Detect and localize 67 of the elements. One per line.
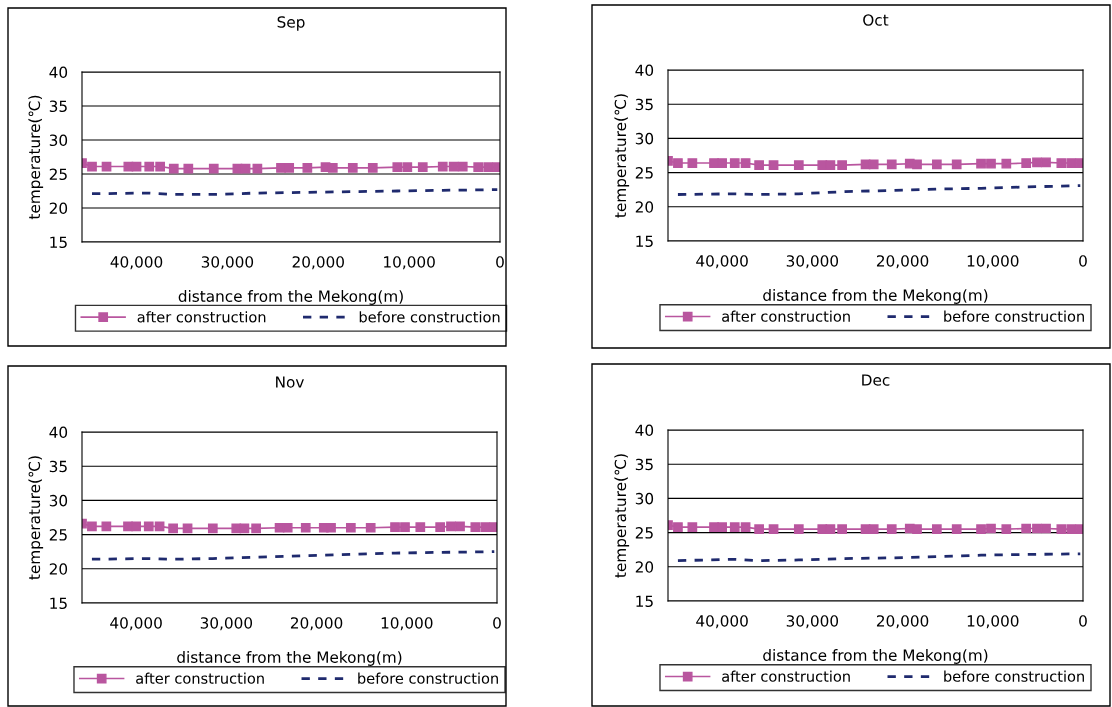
y-tick-label: 20 — [635, 561, 654, 573]
y-tick-label: 40 — [635, 64, 654, 77]
y-tick-label: 25 — [635, 527, 653, 539]
y-tick-label: 40 — [635, 424, 654, 437]
y-tick-label: 40 — [49, 426, 68, 439]
chart-title: Dec — [862, 374, 890, 386]
line-series — [90, 550, 496, 561]
y-tick-label: 20 — [635, 201, 654, 213]
y-tick-label: 20 — [49, 202, 68, 215]
legend-label: after construction — [136, 672, 264, 684]
y-tick-label: 20 — [49, 563, 68, 575]
x-tick-label: 30,000 — [201, 256, 254, 270]
y-axis-title: temperature(℃) — [28, 456, 44, 580]
y-tick-label: 35 — [635, 98, 653, 111]
chart-title: Sep — [277, 16, 305, 31]
y-tick-label: 25 — [49, 168, 67, 181]
x-tick-label: 10,000 — [381, 617, 433, 631]
x-tick-label: 20,000 — [876, 255, 929, 269]
y-tick-label: 15 — [50, 236, 67, 249]
chart-title: Nov — [276, 376, 304, 388]
line-series — [676, 184, 1082, 196]
y-tick-label: 30 — [635, 132, 654, 145]
x-axis-title: distance from the Mekong(m) — [763, 649, 988, 664]
x-tick-label: 0 — [1079, 255, 1087, 267]
x-tick-label: 40,000 — [696, 615, 748, 629]
y-tick-label: 30 — [635, 492, 654, 505]
y-axis-title: temperature(℃) — [614, 454, 630, 578]
x-tick-label: 0 — [493, 617, 501, 629]
line-series — [676, 552, 1082, 563]
y-tick-label: 35 — [635, 458, 653, 471]
y-tick-label: 30 — [49, 494, 68, 507]
y-tick-label: 35 — [49, 460, 67, 473]
legend-label: after construction — [722, 310, 850, 322]
y-tick-label: 15 — [50, 597, 67, 610]
y-tick-label: 15 — [636, 595, 653, 608]
legend-label: before construction — [359, 311, 500, 323]
y-tick-label: 25 — [635, 167, 653, 179]
legend-label: before construction — [358, 672, 498, 684]
y-tick-label: 35 — [49, 100, 67, 113]
x-tick-label: 40,000 — [110, 617, 162, 631]
legend-label: before construction — [944, 310, 1084, 322]
x-tick-label: 10,000 — [967, 255, 1019, 269]
x-tick-label: 30,000 — [786, 615, 839, 629]
y-axis-title: temperature(℃) — [614, 94, 630, 218]
x-tick-label: 30,000 — [200, 617, 253, 631]
y-tick-label: 40 — [49, 66, 68, 79]
x-tick-label: 10,000 — [384, 256, 435, 270]
legend-label: before construction — [944, 670, 1084, 682]
x-tick-label: 0 — [496, 256, 504, 268]
legend-label: after construction — [722, 670, 850, 682]
y-tick-label: 15 — [636, 235, 653, 248]
y-axis-title: temperature(℃) — [28, 95, 44, 220]
chart-title: Oct — [863, 14, 889, 26]
x-tick-label: 0 — [1079, 615, 1087, 627]
x-tick-label: 40,000 — [696, 255, 748, 269]
x-tick-label: 20,000 — [876, 615, 929, 629]
y-tick-label: 30 — [49, 134, 68, 147]
x-tick-label: 20,000 — [290, 617, 343, 631]
x-axis-title: distance from the Mekong(m) — [177, 651, 402, 666]
x-axis-title: distance from the Mekong(m) — [763, 289, 988, 304]
y-tick-label: 25 — [49, 529, 67, 541]
x-tick-label: 10,000 — [967, 615, 1019, 629]
x-tick-label: 40,000 — [110, 256, 163, 270]
x-tick-label: 30,000 — [786, 255, 839, 269]
x-axis-title: distance from the Mekong(m) — [178, 290, 403, 305]
x-tick-label: 20,000 — [292, 256, 344, 270]
legend-label: after construction — [137, 311, 266, 323]
